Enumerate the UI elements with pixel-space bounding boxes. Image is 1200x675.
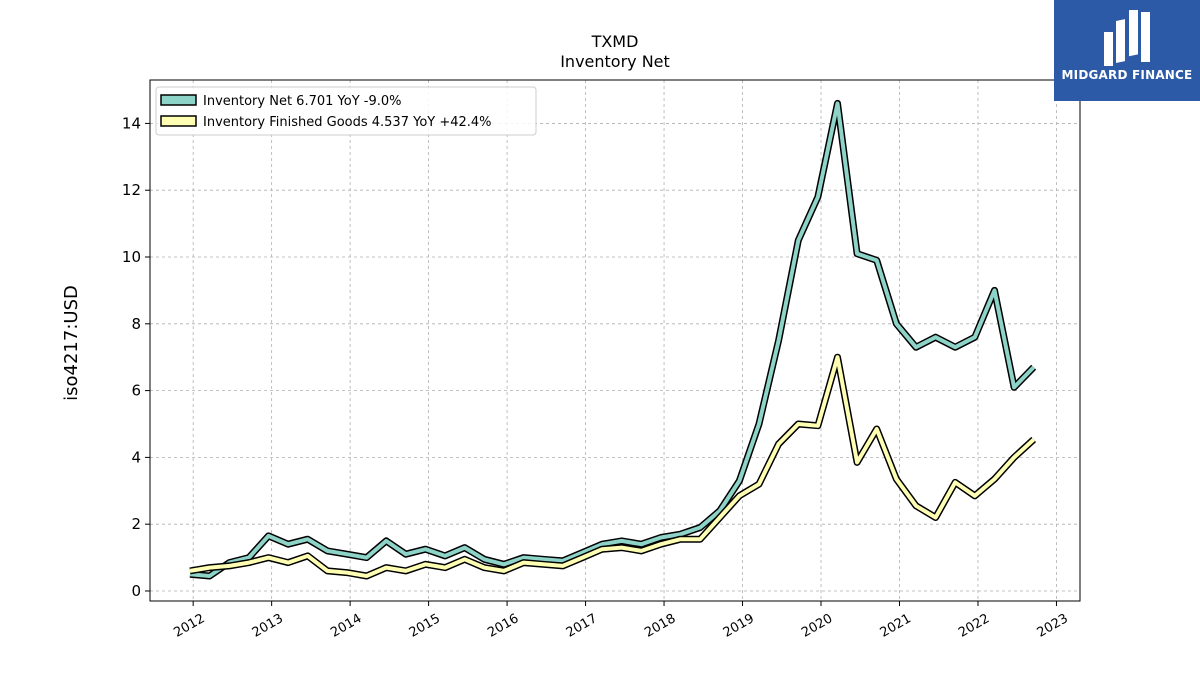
legend-swatch-inventory-net <box>160 94 197 106</box>
x-tick-label: 2012 <box>171 611 207 641</box>
x-tick-label: 2023 <box>1035 611 1071 641</box>
series-line-inventory-net <box>189 101 1036 578</box>
y-tick-label: 10 <box>122 248 141 266</box>
midgard-logo-icon <box>1104 10 1150 66</box>
y-tick-label: 0 <box>131 582 141 600</box>
legend: Inventory Net 6.701 YoY -9.0% Inventory … <box>155 86 537 136</box>
chart-subtitle: Inventory Net <box>560 52 670 71</box>
y-tick-label: 6 <box>131 382 141 400</box>
y-axis-label: iso4217:USD <box>61 285 82 401</box>
x-tick-label: 2019 <box>721 611 757 641</box>
x-tick-label: 2020 <box>799 611 835 641</box>
x-tick-label: 2015 <box>407 611 443 641</box>
x-tick-label: 2018 <box>642 611 678 641</box>
x-tick-label: 2016 <box>485 611 521 641</box>
series-lines <box>189 99 1037 580</box>
legend-label-inventory-net: Inventory Net 6.701 YoY -9.0% <box>203 94 402 109</box>
legend-swatch-finished-goods <box>160 115 197 127</box>
y-tick-label: 2 <box>131 515 141 533</box>
x-tick-label: 2022 <box>956 611 992 641</box>
y-tick-label: 12 <box>122 181 141 199</box>
brand-name: MIDGARD FINANCE <box>1061 68 1193 82</box>
x-tick-label: 2017 <box>564 611 600 641</box>
y-tick-label: 8 <box>131 315 141 333</box>
chart-title: TXMD <box>591 32 639 51</box>
legend-label-finished-goods: Inventory Finished Goods 4.537 YoY +42.4… <box>203 115 492 130</box>
y-tick-label: 14 <box>122 114 141 132</box>
x-tick-label: 2021 <box>878 611 914 641</box>
x-tick-label: 2013 <box>250 611 286 641</box>
legend-box <box>155 86 537 136</box>
y-tick-label: 4 <box>131 448 141 466</box>
x-tick-label: 2014 <box>328 611 364 641</box>
brand-logo: MIDGARD FINANCE <box>1054 0 1200 101</box>
plot-frame <box>149 79 1081 602</box>
series-line-inventory-finished-goods <box>189 355 1036 578</box>
